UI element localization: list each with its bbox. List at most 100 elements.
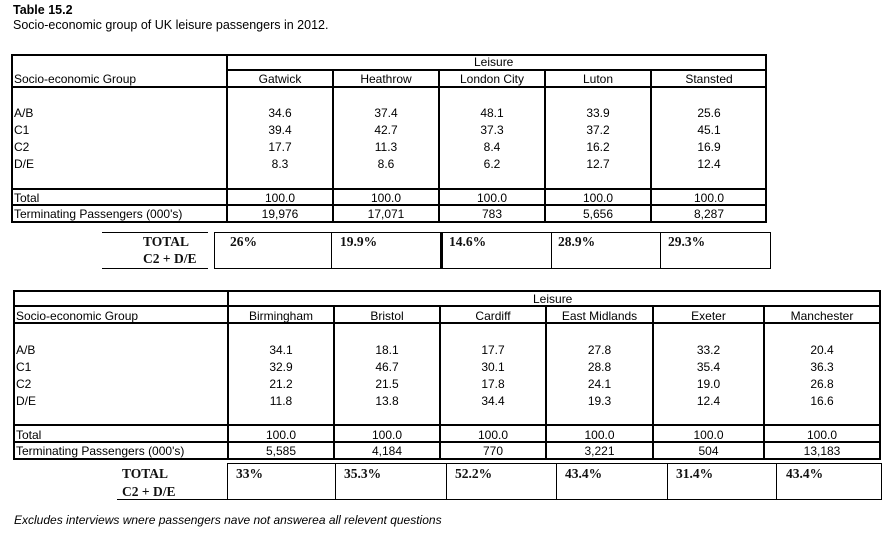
- column-header-heathrow: Heathrow: [360, 72, 412, 86]
- cell: 12.4: [696, 394, 721, 408]
- table-1-col-line: [226, 54, 228, 223]
- divider: [660, 232, 661, 269]
- divider: [331, 232, 332, 269]
- table-2-term-divider: [13, 441, 881, 443]
- cell: 33.9: [586, 106, 610, 120]
- table-number: Table 15.2: [13, 3, 73, 17]
- cell: 21.2: [269, 377, 293, 391]
- cell: 100.0: [582, 191, 614, 205]
- cell: 35.4: [696, 360, 721, 374]
- total-row-label: Total: [14, 191, 40, 205]
- cell: 11.3: [374, 140, 398, 154]
- cell: 28.8: [587, 360, 612, 374]
- c2de-value: 52.2%: [455, 466, 493, 481]
- table-2-col-line: [333, 305, 335, 460]
- column-header-cardiff: Cardiff: [475, 309, 511, 323]
- c2de-value: 33%: [236, 466, 263, 481]
- c2de-value: 14.6%: [449, 234, 487, 249]
- row-label-c1: C1: [16, 360, 32, 374]
- cell: 26.8: [810, 377, 834, 391]
- cell: 100.0: [371, 428, 403, 442]
- table-title: Socio-economic group of UK leisure passe…: [13, 18, 329, 32]
- cell: 100.0: [584, 428, 615, 442]
- c2de-value: 43.4%: [786, 466, 824, 481]
- column-header-london-city: London City: [459, 72, 525, 86]
- divider: [102, 232, 208, 233]
- column-header-exeter: Exeter: [691, 309, 726, 323]
- c2de-label-line1: TOTAL: [143, 234, 190, 249]
- row-label-c2: C2: [16, 377, 32, 391]
- cell: 34.6: [268, 106, 292, 120]
- table-2-total-divider: [13, 424, 881, 426]
- cell: 19.3: [587, 394, 612, 408]
- cell: 24.1: [587, 377, 612, 391]
- cell: 39.4: [268, 123, 292, 137]
- cell: 504: [698, 444, 719, 458]
- cell: 37.3: [480, 123, 504, 137]
- cell: 33.2: [696, 343, 721, 357]
- c2de-value: 29.3%: [668, 234, 706, 249]
- divider: [102, 268, 208, 269]
- cell: 5,585: [265, 444, 297, 458]
- cell: 34.1: [269, 343, 293, 357]
- table-2-frame: [13, 290, 881, 460]
- cell: 27.8: [587, 343, 612, 357]
- cell: 21.5: [375, 377, 399, 391]
- table-1-total-divider: [11, 188, 767, 190]
- cell: 100.0: [693, 428, 724, 442]
- c2de-label-line2: C2 + D/E: [143, 251, 197, 266]
- table-2-group-divider: [13, 305, 881, 307]
- cell: 17,071: [367, 207, 405, 221]
- table-1-row-header: Socio-economic Group: [14, 72, 137, 86]
- cell: 100.0: [477, 428, 509, 442]
- cell: 8.6: [377, 157, 395, 171]
- cell: 18.1: [375, 343, 399, 357]
- cell: 100.0: [693, 191, 725, 205]
- c2de-label-line2: C2 + D/E: [122, 484, 176, 499]
- table-1-group-header: Leisure: [474, 55, 514, 69]
- cell: 8.3: [271, 157, 289, 171]
- column-header-east-midlands: East Midlands: [561, 309, 638, 323]
- row-label-de: D/E: [16, 394, 37, 408]
- table-1-col-line: [650, 69, 652, 223]
- cell: 13.8: [375, 394, 399, 408]
- c2de-row-frame: [214, 232, 771, 269]
- row-label-c1: C1: [14, 123, 30, 137]
- cell: 100.0: [370, 191, 402, 205]
- cell: 3,221: [584, 444, 615, 458]
- table-1-group-divider: [226, 69, 766, 71]
- table-1-col-line: [332, 69, 334, 223]
- c2de-value: 31.4%: [676, 466, 714, 481]
- table-1-term-divider: [11, 204, 767, 206]
- divider: [551, 232, 552, 269]
- cell: 46.7: [375, 360, 399, 374]
- cell: 25.6: [697, 106, 721, 120]
- cell: 37.4: [374, 106, 398, 120]
- row-label-ab: A/B: [14, 106, 34, 120]
- cell: 45.1: [697, 123, 721, 137]
- c2de-value: 26%: [230, 234, 257, 249]
- cell: 20.4: [810, 343, 834, 357]
- cell: 17.7: [481, 343, 505, 357]
- cell: 12.7: [586, 157, 610, 171]
- table-2-header-divider: [13, 322, 881, 324]
- cell: 19,976: [261, 207, 299, 221]
- divider: [776, 463, 777, 500]
- c2de-value: 43.4%: [565, 466, 603, 481]
- terminating-row-label: Terminating Passengers (000's): [14, 207, 183, 221]
- table-2-col-line: [763, 305, 765, 460]
- cell: 100.0: [476, 191, 508, 205]
- footnote: Excludes interviews wnere passengers nav…: [14, 513, 442, 527]
- divider: [556, 463, 557, 500]
- c2de-value: 19.9%: [340, 234, 378, 249]
- column-header-gatwick: Gatwick: [258, 72, 302, 86]
- cell: 783: [481, 207, 503, 221]
- column-header-stansted: Stansted: [685, 72, 733, 86]
- total-row-label: Total: [16, 428, 42, 442]
- cell: 19.0: [696, 377, 721, 391]
- table-2-col-line: [652, 305, 654, 460]
- cell: 48.1: [480, 106, 504, 120]
- cell: 37.2: [586, 123, 610, 137]
- cell: 16.9: [697, 140, 721, 154]
- cell: 16.6: [810, 394, 834, 408]
